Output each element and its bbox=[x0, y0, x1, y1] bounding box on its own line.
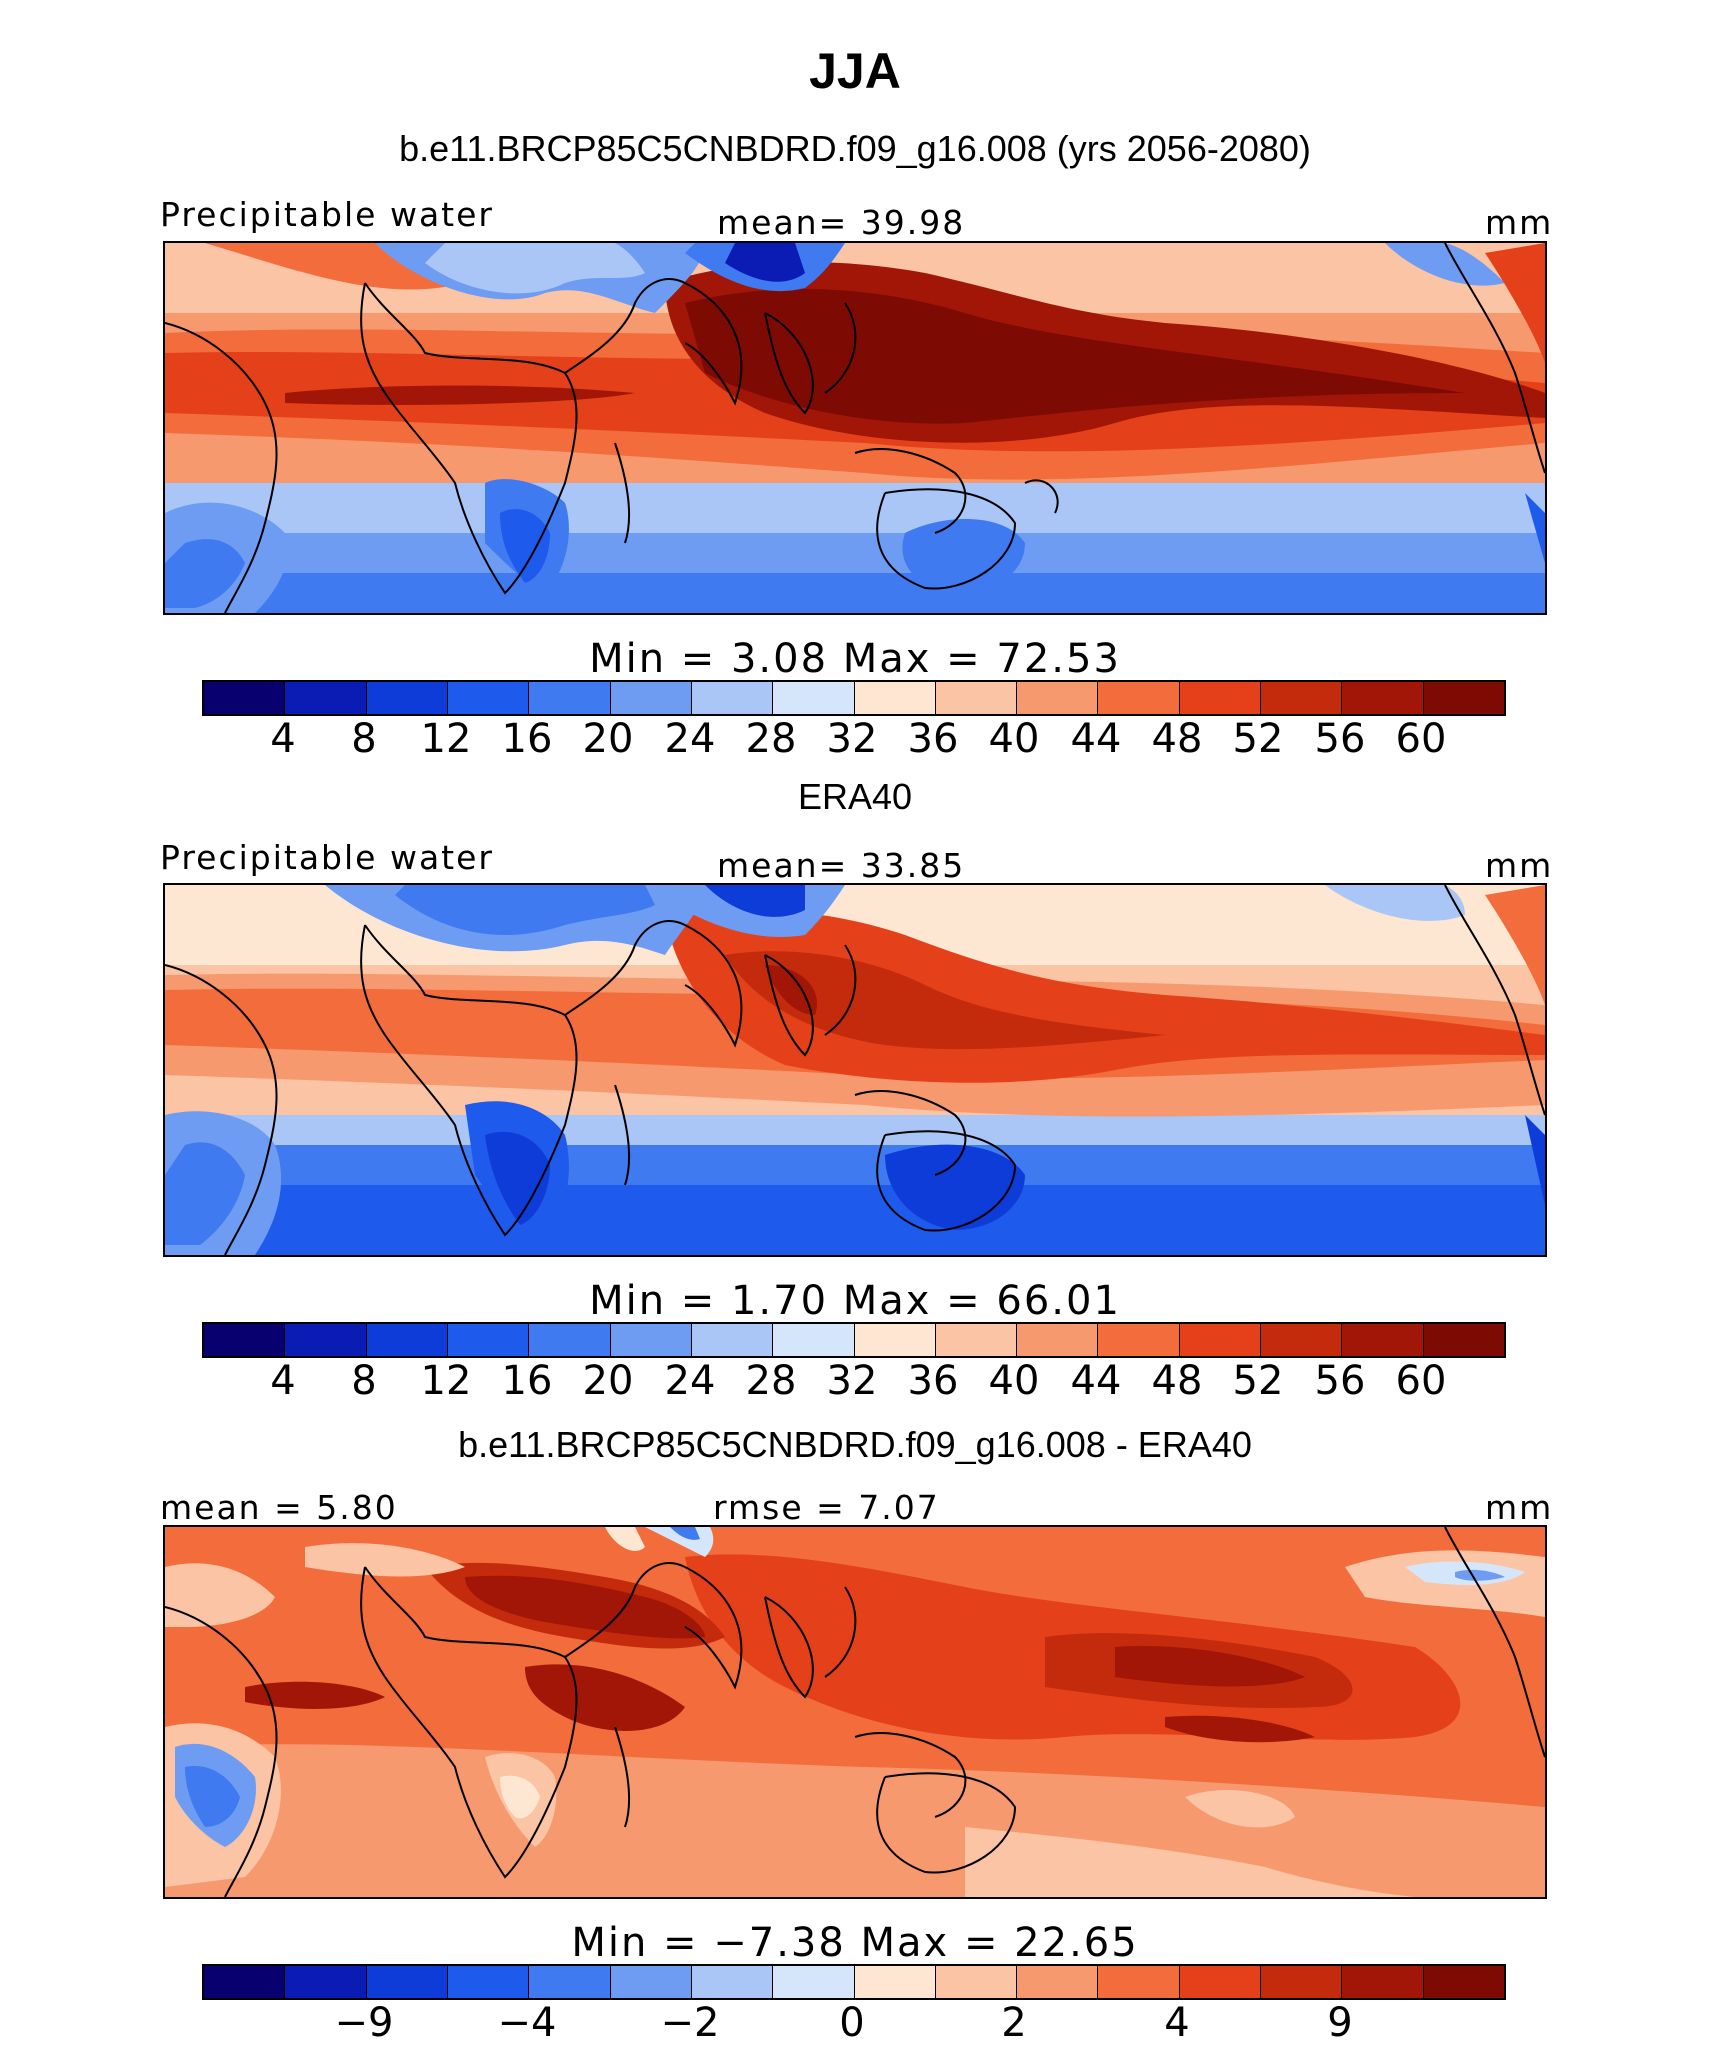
tick-label: 40 bbox=[988, 716, 1040, 762]
panel-2-units-label: mm bbox=[1485, 846, 1554, 885]
panel-3-title: b.e11.BRCP85C5CNBDRD.f09_g16.008 - ERA40 bbox=[458, 1424, 1252, 1465]
panel-2-variable-label: Precipitable water bbox=[160, 838, 494, 877]
tick-label: 28 bbox=[745, 716, 797, 762]
tick-label: 4 bbox=[1164, 2000, 1190, 2046]
tick-label: −9 bbox=[334, 2000, 394, 2046]
tick-label: 8 bbox=[351, 1358, 377, 1404]
panel-3-mean-label: mean = 5.80 bbox=[160, 1488, 398, 1527]
panel-2-map bbox=[163, 883, 1547, 1257]
panel-1-minmax: Min = 3.08 Max = 72.53 bbox=[589, 636, 1121, 682]
tick-label: 32 bbox=[826, 1358, 878, 1404]
panel-3-colorbar bbox=[202, 1964, 1506, 2000]
tick-label: 12 bbox=[420, 1358, 472, 1404]
tick-label: 24 bbox=[664, 716, 716, 762]
panel-1-title: b.e11.BRCP85C5CNBDRD.f09_g16.008 (yrs 20… bbox=[399, 128, 1311, 169]
tick-label: 16 bbox=[501, 716, 553, 762]
panel-3-minmax: Min = −7.38 Max = 22.65 bbox=[571, 1920, 1139, 1966]
tick-label: 52 bbox=[1232, 1358, 1284, 1404]
tick-label: 28 bbox=[745, 1358, 797, 1404]
panel-1-map bbox=[163, 241, 1547, 615]
figure-title: JJA bbox=[809, 43, 901, 99]
panel-3-rmse-label: rmse = 7.07 bbox=[713, 1488, 940, 1527]
tick-label: 32 bbox=[826, 716, 878, 762]
tick-label: 44 bbox=[1070, 716, 1122, 762]
panel-1-units-label: mm bbox=[1485, 203, 1554, 242]
tick-label: 4 bbox=[270, 1358, 296, 1404]
panel-3-units-label: mm bbox=[1485, 1488, 1554, 1527]
panel-2-colorbar bbox=[202, 1322, 1506, 1358]
tick-label: 60 bbox=[1395, 716, 1447, 762]
tick-label: 40 bbox=[988, 1358, 1040, 1404]
panel-3-map bbox=[163, 1525, 1547, 1899]
tick-label: 48 bbox=[1151, 1358, 1203, 1404]
tick-label: 52 bbox=[1232, 716, 1284, 762]
tick-label: 56 bbox=[1314, 1358, 1366, 1404]
panel-3-colorbar-ticks: −9 −4 −2 0 2 4 9 bbox=[202, 2000, 1502, 2050]
panel-2-minmax: Min = 1.70 Max = 66.01 bbox=[589, 1278, 1121, 1324]
tick-label: 44 bbox=[1070, 1358, 1122, 1404]
panel-2-colorbar-ticks: 4 8 12 16 20 24 28 32 36 40 44 48 52 56 … bbox=[202, 1358, 1502, 1408]
tick-label: 8 bbox=[351, 716, 377, 762]
tick-label: 60 bbox=[1395, 1358, 1447, 1404]
tick-label: 2 bbox=[1001, 2000, 1027, 2046]
tick-label: 36 bbox=[907, 1358, 959, 1404]
tick-label: 4 bbox=[270, 716, 296, 762]
tick-label: 12 bbox=[420, 716, 472, 762]
tick-label: −2 bbox=[660, 2000, 720, 2046]
tick-label: −4 bbox=[497, 2000, 557, 2046]
tick-label: 36 bbox=[907, 716, 959, 762]
panel-2-title: ERA40 bbox=[797, 776, 913, 817]
tick-label: 0 bbox=[839, 2000, 865, 2046]
tick-label: 48 bbox=[1151, 716, 1203, 762]
panel-1-variable-label: Precipitable water bbox=[160, 195, 494, 234]
tick-label: 56 bbox=[1314, 716, 1366, 762]
tick-label: 24 bbox=[664, 1358, 716, 1404]
panel-1-mean-label: mean= 39.98 bbox=[717, 203, 966, 242]
tick-label: 20 bbox=[582, 1358, 634, 1404]
panel-1-colorbar-ticks: 4 8 12 16 20 24 28 32 36 40 44 48 52 56 … bbox=[202, 716, 1502, 766]
tick-label: 9 bbox=[1327, 2000, 1353, 2046]
panel-1-colorbar bbox=[202, 680, 1506, 716]
panel-2-mean-label: mean= 33.85 bbox=[717, 846, 966, 885]
tick-label: 16 bbox=[501, 1358, 553, 1404]
tick-label: 20 bbox=[582, 716, 634, 762]
